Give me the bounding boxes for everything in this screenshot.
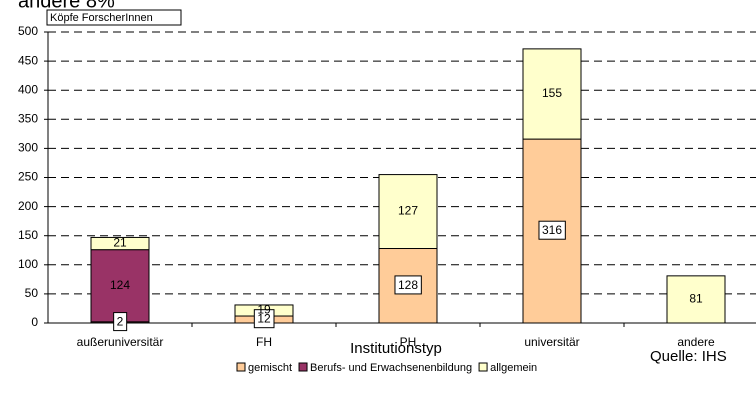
data-label: 155 — [542, 86, 562, 100]
legend-swatch — [236, 362, 246, 372]
y-tick-label: 300 — [18, 141, 38, 155]
legend-label: Berufs- und Erwachsenenbildung — [310, 362, 472, 374]
y-tick-label: 350 — [18, 111, 38, 125]
legend-label: gemischt — [248, 362, 292, 374]
data-label: 124 — [110, 278, 130, 292]
y-axis-label: Köpfe ForscherInnen — [50, 12, 153, 24]
data-label: 81 — [689, 292, 703, 306]
legend-swatch — [298, 362, 308, 372]
y-tick-label: 500 — [18, 24, 38, 38]
x-tick-label: außeruniversitär — [77, 335, 164, 349]
y-label-box — [46, 9, 182, 26]
data-label-box — [113, 312, 128, 332]
bar-segment — [522, 48, 582, 140]
data-label-box — [253, 309, 275, 329]
x-tick-label: PH — [400, 335, 417, 349]
data-label: 316 — [542, 223, 562, 237]
source: Quelle: IHS — [650, 348, 727, 365]
data-label: 12 — [257, 312, 271, 326]
x-tick-label: universitär — [524, 335, 579, 349]
data-label: 2 — [117, 315, 124, 329]
bar-segment — [378, 174, 438, 250]
y-tick-label: 200 — [18, 199, 38, 213]
bar-segment — [666, 275, 726, 324]
y-tick-label: 50 — [25, 286, 39, 300]
bar-segment — [90, 236, 150, 251]
x-tick-label: FH — [256, 335, 272, 349]
data-label-box — [394, 275, 422, 295]
y-tick-label: 400 — [18, 82, 38, 96]
y-tick-label: 450 — [18, 53, 38, 67]
y-tick-label: 100 — [18, 257, 38, 271]
data-label: 19 — [257, 303, 271, 317]
x-tick-label: andere — [677, 335, 715, 349]
y-tick-label: 250 — [18, 170, 38, 184]
annotation: andere 8% — [18, 0, 115, 12]
y-tick-label: 0 — [31, 315, 38, 329]
data-label-box — [538, 220, 566, 240]
x-axis-label: Institutionstyp — [350, 340, 442, 357]
legend-label: allgemein — [490, 362, 537, 374]
data-label: 128 — [398, 278, 418, 292]
data-label: 21 — [113, 236, 127, 250]
bar-segment — [90, 249, 150, 323]
y-tick-label: 150 — [18, 228, 38, 242]
legend-swatch — [478, 362, 488, 372]
data-label: 127 — [398, 204, 418, 218]
